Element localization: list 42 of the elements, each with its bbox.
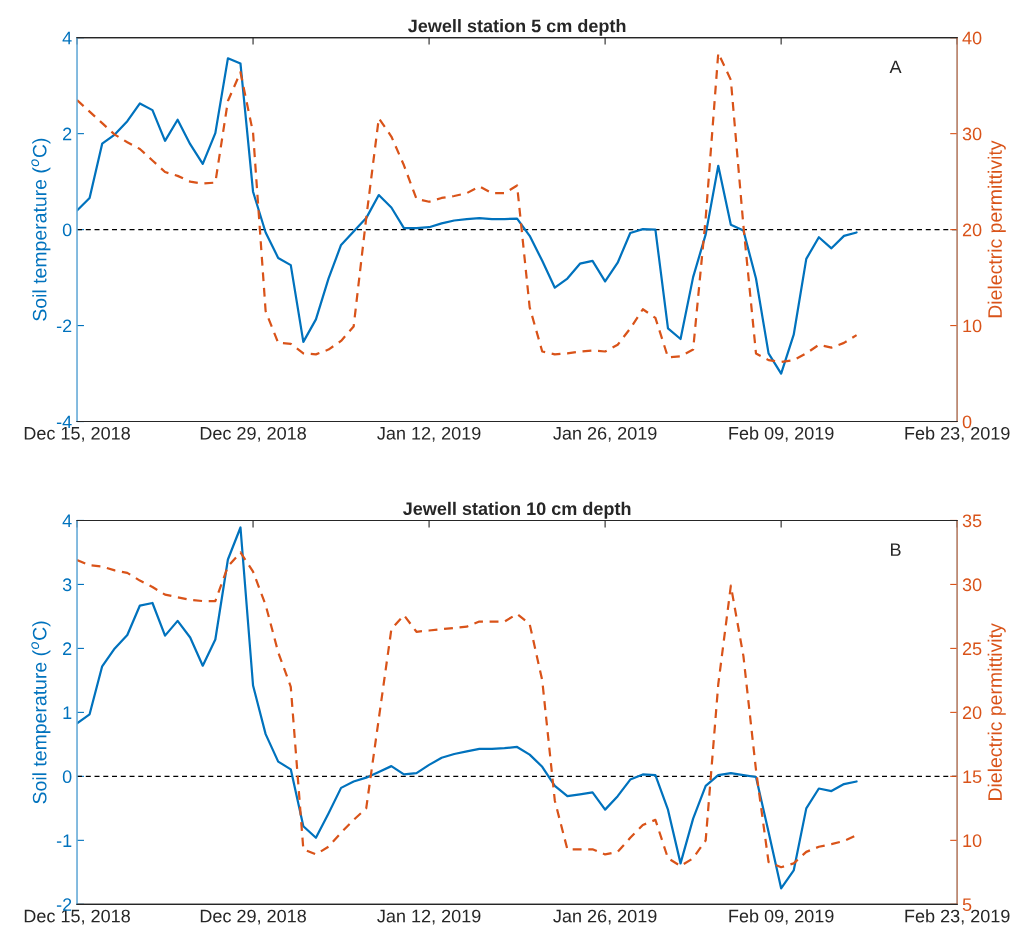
y2-tick-label: 10 — [963, 834, 982, 848]
y-tick-label: 2 — [63, 642, 72, 655]
y-tick-label: 0 — [62, 770, 72, 784]
y-tick-label: 3 — [62, 578, 72, 592]
x-tick-label: Dec 15, 2018 — [24, 426, 130, 442]
y2-tick-label: 30 — [962, 578, 982, 592]
y2-axis-title: Dielectric permittivity — [987, 140, 1006, 318]
y-tick-label: 1 — [63, 706, 72, 719]
y-axis-title: Soil temperature ($^{o}$C) — [31, 621, 51, 804]
y2-tick-label: 10 — [963, 319, 982, 333]
y-tick-label: 4 — [62, 31, 72, 45]
y2-tick-label: 20 — [962, 223, 982, 237]
x-tick-label: Jan 26, 2019 — [553, 426, 657, 442]
annotation: A — [889, 60, 902, 74]
y2-tick-label: 0 — [962, 415, 972, 429]
x-tick-label: Feb 09, 2019 — [729, 426, 834, 442]
y-tick-label: -2 — [56, 319, 72, 333]
y2-tick-label: 25 — [962, 642, 982, 656]
annotation: B — [891, 543, 901, 556]
x-tick-label: Dec 29, 2018 — [200, 909, 306, 925]
chart-title: Jewell station 5 cm depth — [408, 19, 626, 36]
y2-tick-label: 5 — [962, 898, 972, 912]
y2-tick-label: 35 — [962, 514, 982, 528]
y-tick-label: 4 — [62, 514, 72, 527]
y-tick-label: -2 — [56, 898, 72, 911]
y-tick-label: -1 — [56, 834, 72, 847]
y2-axis-title: Dielectric permittivity — [987, 623, 1006, 800]
y-axis-title: Soil temperature ($^{o}$C) — [31, 138, 51, 321]
y-tick-label: -4 — [56, 415, 72, 429]
y2-tick-label: 20 — [962, 706, 982, 720]
y-tick-label: 0 — [62, 223, 72, 237]
y2-tick-label: 40 — [962, 31, 982, 45]
chart-title: Jewell station 10 cm depth — [402, 501, 631, 519]
y2-tick-label: 15 — [963, 770, 982, 784]
x-tick-label: Feb 09, 2019 — [729, 909, 834, 925]
x-tick-label: Jan 26, 2019 — [553, 909, 657, 925]
y-tick-label: 2 — [63, 127, 72, 141]
x-tick-label: Dec 29, 2018 — [200, 426, 306, 442]
x-tick-label: Jan 12, 2019 — [377, 909, 481, 925]
y2-tick-label: 30 — [962, 127, 982, 141]
x-tick-label: Jan 12, 2019 — [377, 426, 481, 442]
x-tick-label: Dec 15, 2018 — [24, 909, 130, 925]
